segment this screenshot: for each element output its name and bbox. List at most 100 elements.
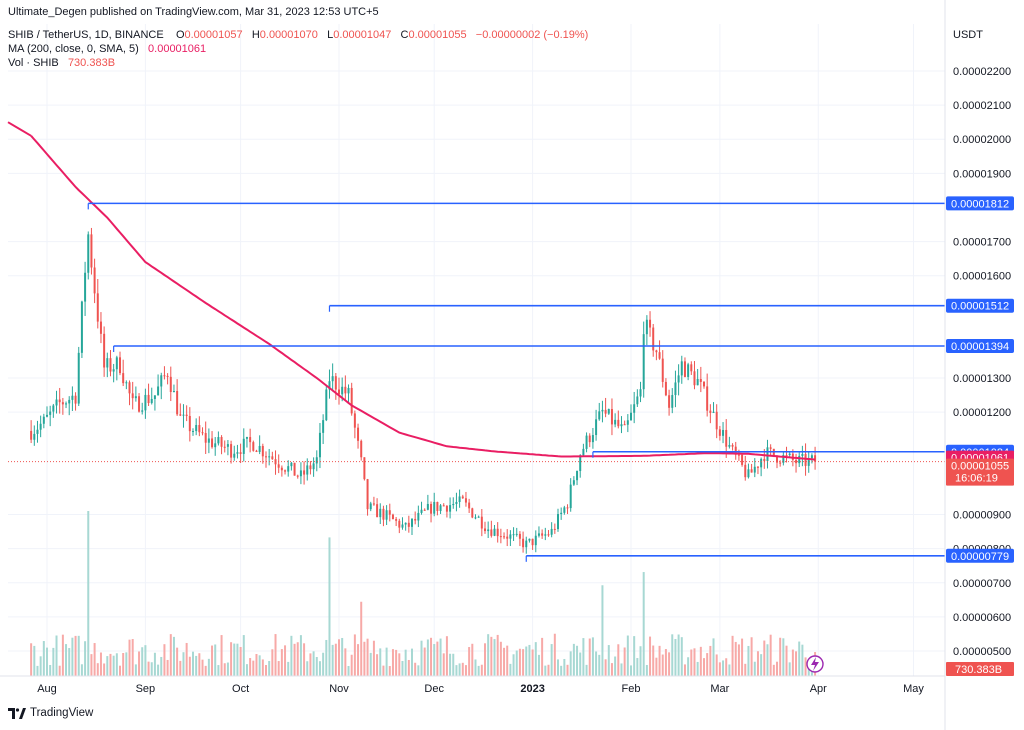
candle-body <box>601 409 604 412</box>
volume-tag: 730.383B <box>955 664 1002 676</box>
candle-body <box>306 465 309 475</box>
volume-bar <box>280 649 283 676</box>
candle-body <box>245 437 248 439</box>
candle-body <box>109 358 112 372</box>
candle-body <box>636 396 639 405</box>
candle-body <box>604 409 607 414</box>
candle-body <box>99 321 102 334</box>
volume-bar <box>760 654 763 676</box>
volume-bar <box>737 644 740 676</box>
volume-bar <box>544 665 547 676</box>
price-axis[interactable]: USDT 0.00002200 0.00002100 0.00002000 0.0000… <box>944 0 1011 730</box>
last-price-tag-bg <box>946 458 1014 486</box>
volume-bar <box>550 644 553 676</box>
volume-bar <box>595 651 598 676</box>
candle-body <box>353 413 356 428</box>
volume-bar <box>658 645 661 676</box>
candle-body <box>211 438 214 448</box>
volume-bar <box>696 661 699 676</box>
volume-bar <box>731 635 734 676</box>
candle-body <box>271 456 274 460</box>
price-tick-label: 0.00002100 <box>953 100 1011 112</box>
volume-bar <box>604 659 607 676</box>
volume-bar <box>274 634 277 676</box>
candle-body <box>68 399 71 404</box>
candle-body <box>80 301 83 353</box>
volume-bar <box>680 637 683 676</box>
candle-body <box>579 455 582 472</box>
candle-body <box>766 447 769 462</box>
ma-legend-label: MA (200, close, 0, SMA, 5) <box>8 43 139 55</box>
lightning-icon <box>806 655 824 673</box>
candle-body <box>77 352 80 404</box>
volume-bar <box>674 639 677 676</box>
candle-body <box>442 505 445 507</box>
candle-body <box>607 409 610 414</box>
volume-bar <box>642 572 645 676</box>
candle-body <box>591 435 594 443</box>
candle-body <box>404 522 407 525</box>
volume-bar <box>379 648 382 676</box>
candle-body <box>455 501 458 504</box>
volume-bar <box>512 654 515 676</box>
volume-bar <box>96 663 99 676</box>
ma-legend[interactable]: MA (200, close, 0, SMA, 5) 0.00001061 <box>8 43 206 55</box>
publish-text: Ultimate_Degen published on TradingView.… <box>8 6 379 18</box>
candle-body <box>703 381 705 387</box>
volume-bar <box>217 665 220 676</box>
volume-bar <box>664 649 667 676</box>
candle-body <box>639 389 642 397</box>
candle-body <box>776 455 778 463</box>
price-tick-label: 0.00002000 <box>953 134 1011 146</box>
symbol-legend[interactable]: SHIB / TetherUS, 1D, BINANCE O0.00001057… <box>8 29 588 41</box>
volume-bar <box>753 661 756 676</box>
candle-body <box>166 375 169 377</box>
volume-bar <box>414 662 417 676</box>
volume-bar <box>499 641 502 676</box>
candle-body <box>706 386 709 411</box>
price-tick-label: 0.00001300 <box>953 373 1011 385</box>
volume-bar <box>591 637 594 676</box>
volume-bar <box>423 647 426 676</box>
volume-bar <box>433 644 436 676</box>
candle-body <box>649 319 652 328</box>
time-axis[interactable]: Aug Sep Oct Nov Dec 2023 Feb Mar Apr May <box>0 675 945 695</box>
volume-bar <box>338 639 340 676</box>
currency-label: USDT <box>953 29 983 41</box>
volume-bar <box>566 664 569 676</box>
candle-body <box>417 512 420 521</box>
volume-bar <box>744 663 747 676</box>
candle-body <box>690 364 693 372</box>
volume-bar <box>458 663 461 676</box>
volume-bar <box>617 644 620 676</box>
candle-body <box>325 389 328 421</box>
candle-body <box>795 459 798 464</box>
volume-legend[interactable]: Vol · SHIB 730.383B <box>8 57 115 69</box>
high-label: H <box>251 29 260 41</box>
candle-body <box>61 402 64 405</box>
candle-body <box>610 409 613 425</box>
volume-bar <box>350 654 353 676</box>
candle-body <box>687 364 690 377</box>
volume-bar <box>493 639 496 676</box>
candle-body <box>522 538 525 548</box>
volume-bar <box>207 658 210 676</box>
candle-body <box>334 376 337 390</box>
volume-bar <box>756 651 759 676</box>
candle-body <box>277 464 280 468</box>
candle-body <box>512 534 515 536</box>
volume-bar <box>109 653 112 676</box>
candle-body <box>620 424 623 427</box>
volume-bar <box>331 644 334 676</box>
candle-body <box>585 435 588 449</box>
tradingview-logo[interactable]: TradingView <box>8 707 93 719</box>
candle-body <box>223 446 226 448</box>
candle-body <box>363 457 366 480</box>
time-tick-label: May <box>903 683 924 695</box>
candle-body <box>96 293 99 322</box>
volume-bar <box>506 645 509 676</box>
volume-bar <box>531 649 534 676</box>
candle-body <box>614 419 617 425</box>
time-tick-label: Oct <box>232 683 249 695</box>
